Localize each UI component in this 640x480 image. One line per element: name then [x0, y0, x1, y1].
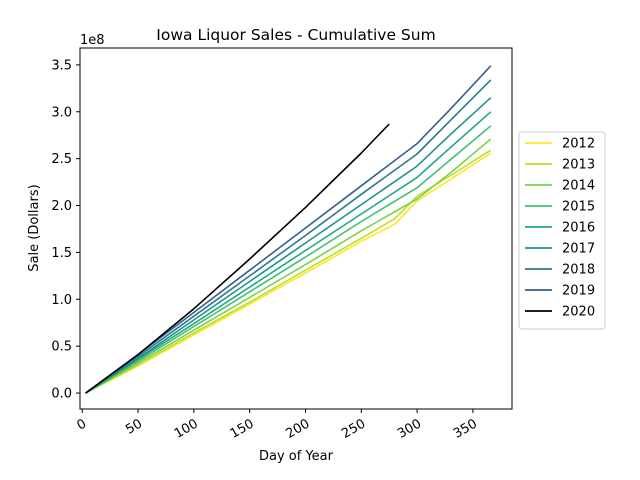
y-tick-label: 1.0	[51, 293, 72, 308]
series-line-2014	[85, 138, 492, 394]
legend-label-2016: 2016	[562, 221, 595, 236]
series-line-2017	[85, 97, 492, 394]
y-tick-label: 0.5	[51, 340, 72, 355]
x-tick-label: 250	[339, 416, 368, 441]
x-tick-label: 300	[395, 416, 424, 441]
chart-title: Iowa Liquor Sales - Cumulative Sum	[156, 26, 435, 44]
plot-lines	[85, 65, 492, 394]
legend-label-2014: 2014	[562, 179, 595, 194]
x-tick-label: 100	[172, 416, 201, 441]
legend-label-2018: 2018	[562, 263, 595, 278]
legend-label-2020: 2020	[562, 305, 595, 320]
series-line-2015	[85, 125, 492, 394]
plot-frame	[79, 47, 513, 410]
series-line-2016	[85, 111, 492, 394]
legend: 2012 2013 2014 2015 2016 2017 2018 2019 2020	[518, 131, 606, 330]
series-line-2012	[85, 152, 492, 394]
y-tick-label: 0.0	[51, 387, 72, 402]
x-tick-label: 150	[228, 416, 257, 441]
y-tick-label: 3.0	[51, 105, 72, 120]
series-line-2020	[85, 123, 390, 394]
x-axis-label: Day of Year	[259, 449, 334, 464]
x-axis-ticks: 0 50 100 150 200 250 300 350	[75, 409, 480, 442]
y-tick-label: 3.5	[51, 58, 72, 73]
y-tick-label: 2.0	[51, 199, 72, 214]
legend-label-2015: 2015	[562, 200, 595, 215]
x-tick-label: 50	[123, 416, 145, 437]
y-multiplier-label: 1e8	[80, 33, 105, 48]
x-tick-label: 0	[75, 416, 90, 433]
legend-box	[518, 131, 606, 330]
legend-label-2013: 2013	[562, 158, 595, 173]
series-line-2018	[85, 79, 492, 394]
y-tick-label: 1.5	[51, 246, 72, 261]
legend-label-2019: 2019	[562, 284, 595, 299]
legend-label-2017: 2017	[562, 242, 595, 257]
legend-label-2012: 2012	[562, 137, 595, 152]
y-axis-label: Sale (Dollars)	[27, 184, 42, 271]
y-tick-label: 2.5	[51, 152, 72, 167]
series-line-2019	[85, 65, 492, 394]
x-tick-label: 200	[283, 416, 312, 441]
x-tick-label: 350	[451, 416, 480, 441]
y-axis-ticks: 0.0 0.5 1.0 1.5 2.0 2.5 3.0 3.5	[51, 58, 80, 402]
